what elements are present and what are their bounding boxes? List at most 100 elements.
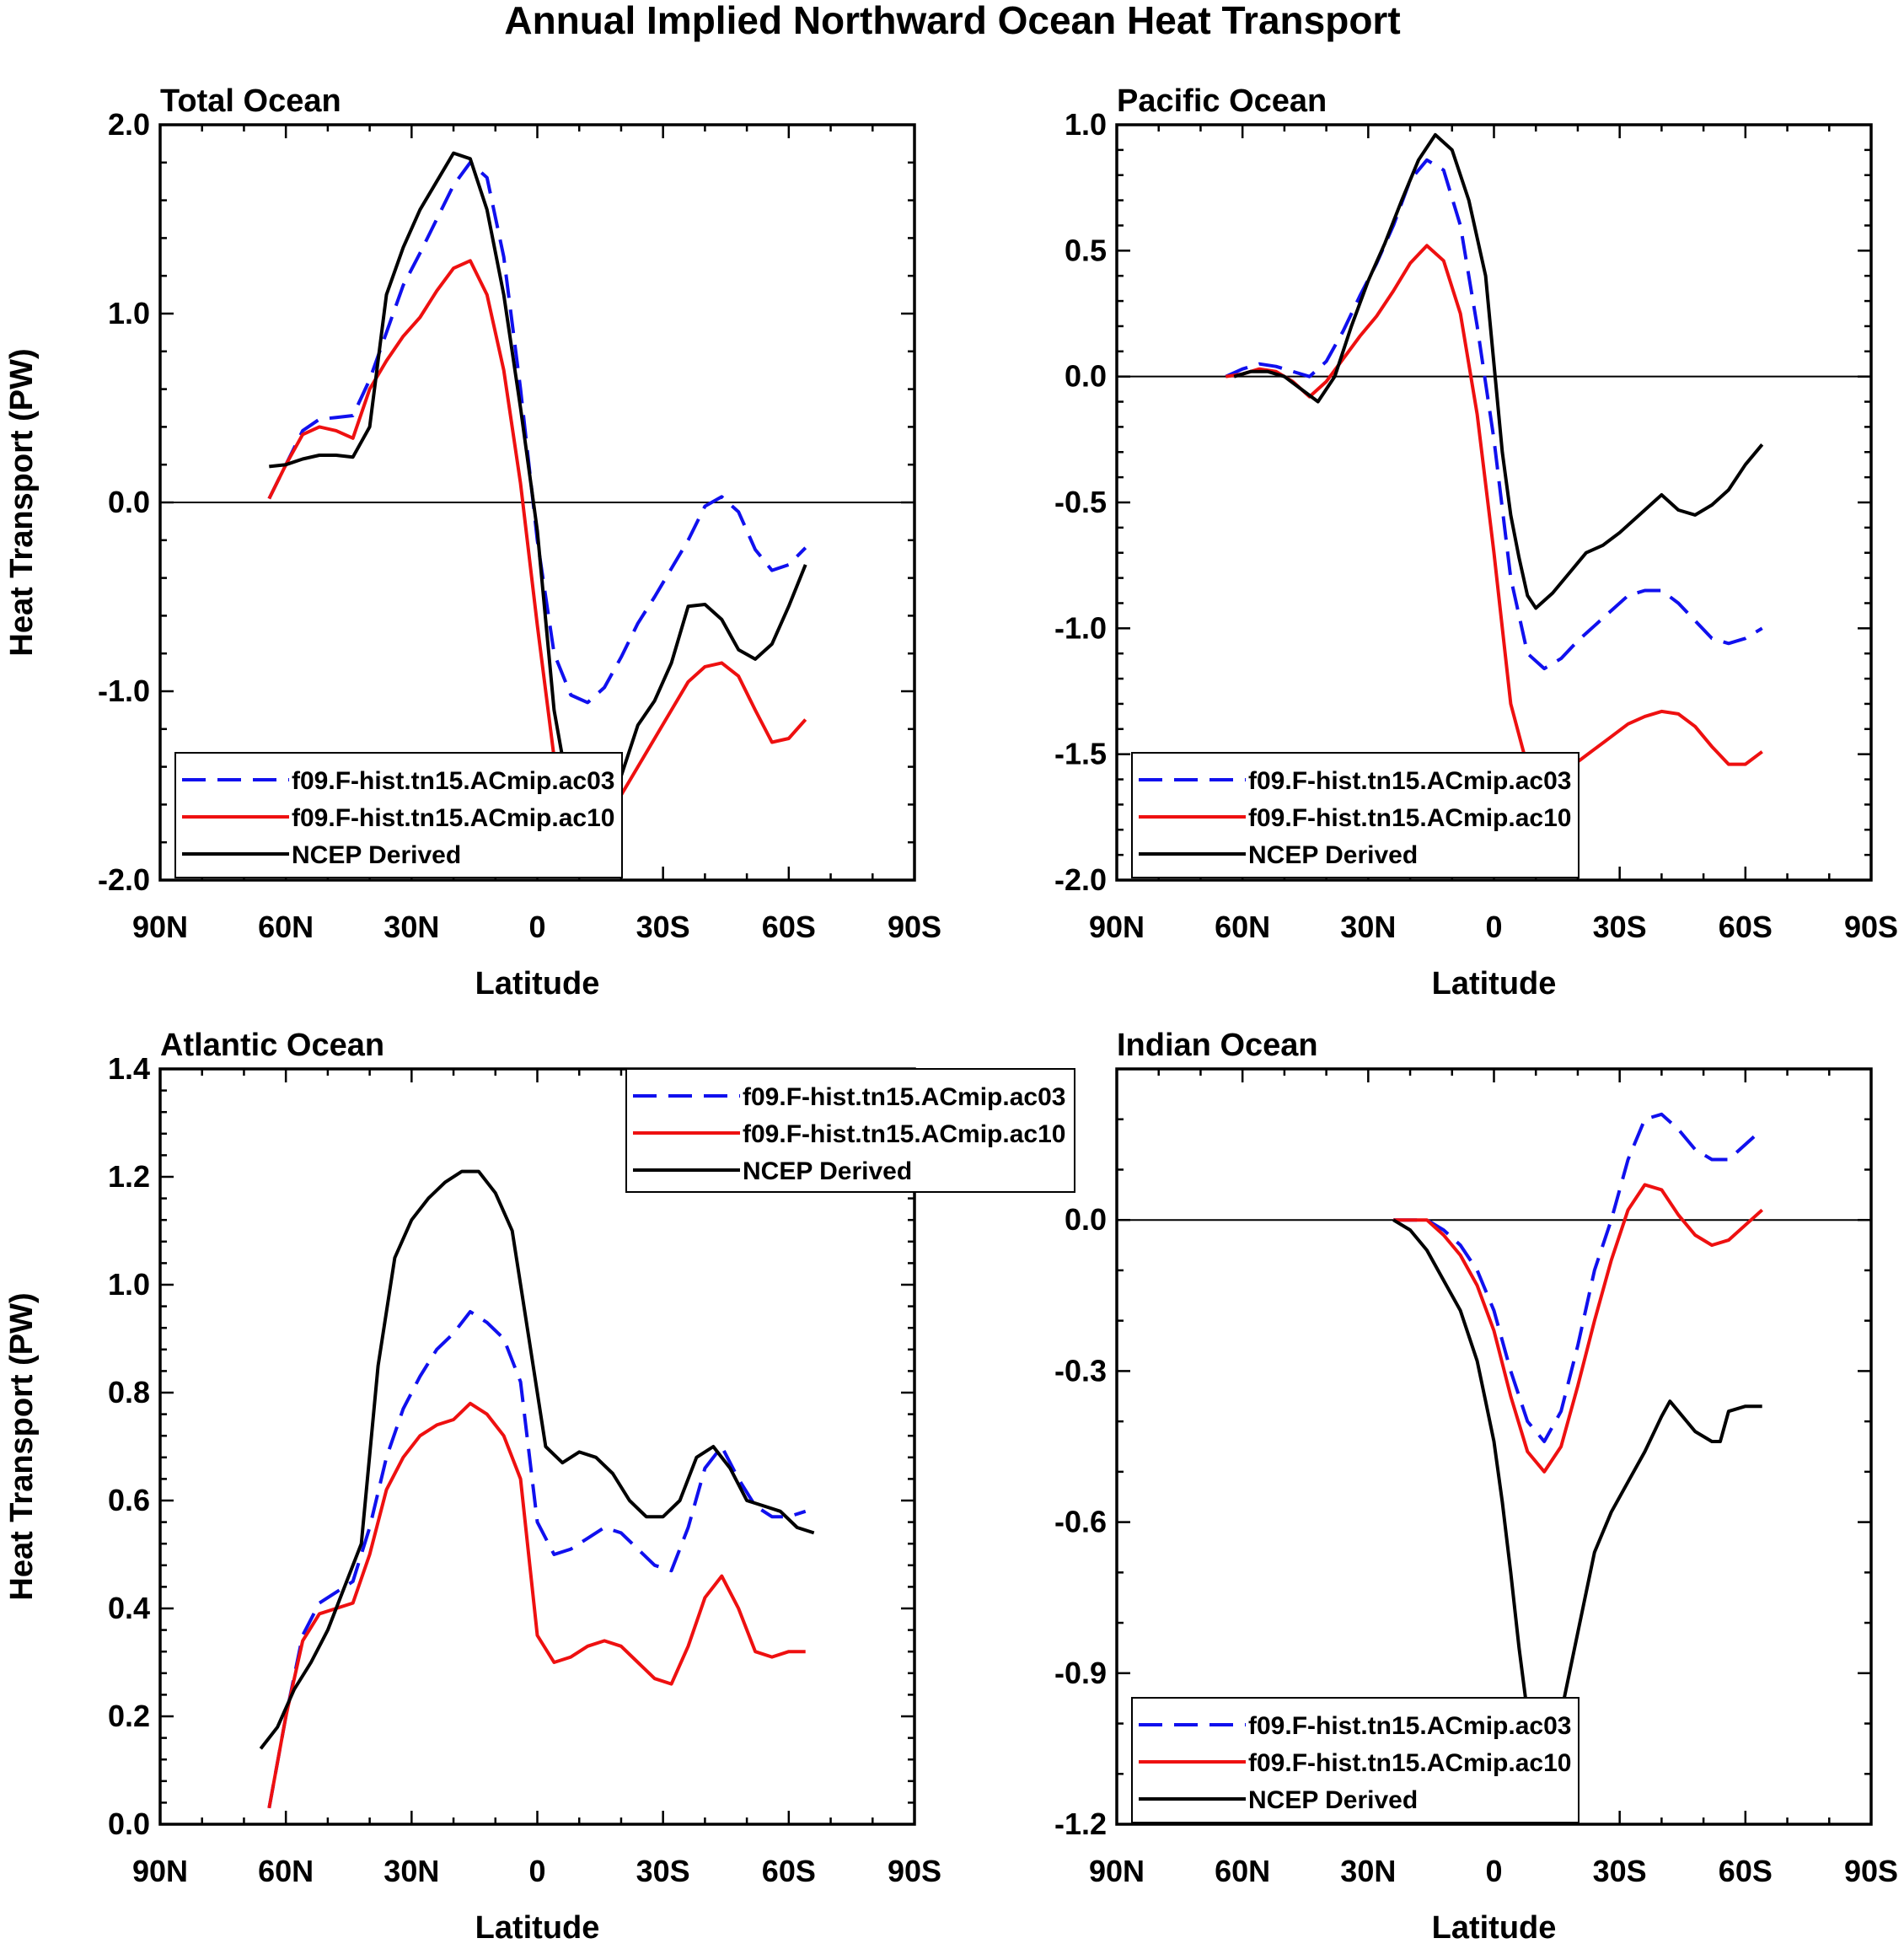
x-tick-label: 60N xyxy=(258,910,314,944)
x-tick-label: 30S xyxy=(636,910,690,944)
series-line-3 xyxy=(269,151,807,825)
y-tick-label: 2.0 xyxy=(108,107,150,142)
y-axis-label: Heat Transport (PW) xyxy=(4,1292,40,1600)
legend-label: f09.F-hist.tn15.ACmip.ac03 xyxy=(743,1083,1065,1111)
legend-label: f09.F-hist.tn15.ACmip.ac03 xyxy=(1248,767,1571,795)
x-axis-label: Latitude xyxy=(475,1910,600,1946)
panel-pacific-ocean: Pacific Ocean 90N 60N 30N 0 30S 60S 90S -2.0 -1.5… xyxy=(1054,83,1898,1001)
legend-label: NCEP Derived xyxy=(743,1157,912,1185)
x-tick-label: 60S xyxy=(762,1854,816,1888)
x-tick-label: 30S xyxy=(1593,910,1647,944)
series-line-1 xyxy=(267,1310,807,1809)
x-tick-label: 30N xyxy=(383,910,439,944)
plot-frame xyxy=(1115,123,1873,882)
y-tick-label: 0.4 xyxy=(108,1591,150,1625)
y-tick-label: 0.2 xyxy=(108,1699,150,1733)
x-tick-label: 60N xyxy=(1215,910,1270,944)
y-tick-label: 0.0 xyxy=(1065,1202,1107,1237)
series-line-2 xyxy=(1393,1183,1764,1474)
x-tick-label: 60S xyxy=(1719,910,1773,944)
legend-label: f09.F-hist.tn15.ACmip.ac10 xyxy=(1248,804,1571,832)
series-line-3 xyxy=(1233,132,1764,610)
x-tick-label: 90N xyxy=(1089,1854,1145,1888)
x-tick-label: 30N xyxy=(1340,1854,1396,1888)
x-tick-label: 0 xyxy=(1485,1854,1502,1888)
legend: f09.F-hist.tn15.ACmip.ac03 f09.F-hist.tn1… xyxy=(174,752,623,878)
legend-label: f09.F-hist.tn15.ACmip.ac10 xyxy=(292,804,614,832)
y-axis-label: Heat Transport (PW) xyxy=(4,348,40,656)
y-tick-label: -1.0 xyxy=(98,674,150,708)
legend-label: f09.F-hist.tn15.ACmip.ac10 xyxy=(743,1120,1065,1148)
y-tick-label: -0.5 xyxy=(1054,485,1107,519)
panel-atlantic-ocean: Atlantic Ocean 90N 60N 30N 0 30S 60S 90S 0.0 0.2 0… xyxy=(4,1028,1075,1946)
y-tick-label: -0.9 xyxy=(1054,1656,1107,1690)
y-tick-label: 1.0 xyxy=(108,296,150,330)
panel-total-ocean: Total Ocean 90N 60N 30N 0 30S 60S 90S -2.0 -1.0 0.… xyxy=(4,83,941,1001)
x-tick-label: 90N xyxy=(132,910,188,944)
x-tick-label: 90N xyxy=(1089,910,1145,944)
series-line-1 xyxy=(1225,158,1763,671)
y-tick-label: -0.6 xyxy=(1054,1505,1107,1539)
x-tick-label: 30N xyxy=(383,1854,439,1888)
y-tick-label: -0.3 xyxy=(1054,1353,1107,1388)
x-tick-label: 0 xyxy=(528,910,545,944)
x-tick-label: 60S xyxy=(1719,1854,1773,1888)
y-tick-label: 0.0 xyxy=(108,485,150,519)
x-tick-label: 30S xyxy=(1593,1854,1647,1888)
y-tick-label: -2.0 xyxy=(98,862,150,897)
x-tick-label: 60N xyxy=(258,1854,314,1888)
x-axis-label: Latitude xyxy=(475,966,600,1001)
panel-title: Total Ocean xyxy=(160,83,341,119)
series-line-3 xyxy=(1392,1218,1762,1756)
x-tick-label: 60N xyxy=(1215,1854,1270,1888)
legend: f09.F-hist.tn15.ACmip.ac03 f09.F-hist.tn1… xyxy=(625,1068,1075,1193)
x-axis-label: Latitude xyxy=(1432,966,1557,1001)
figure-title: Annual Implied Northward Ocean Heat Tran… xyxy=(504,0,1400,42)
plot-frame xyxy=(1115,1067,1873,1826)
series-line-2 xyxy=(267,1401,806,1809)
x-tick-label: 90S xyxy=(888,910,941,944)
panel-title: Atlantic Ocean xyxy=(160,1028,384,1063)
series-line-2 xyxy=(1226,244,1763,787)
x-axis-label: Latitude xyxy=(1432,1910,1557,1946)
series-line-1 xyxy=(1393,1112,1764,1443)
legend-label: NCEP Derived xyxy=(1248,841,1418,869)
y-tick-label: -1.5 xyxy=(1054,737,1107,771)
y-tick-label: -1.0 xyxy=(1054,610,1107,645)
x-tick-label: 90S xyxy=(1844,910,1898,944)
x-tick-label: 30S xyxy=(636,1854,690,1888)
y-tick-label: -1.2 xyxy=(1054,1807,1107,1841)
y-tick-label: 0.0 xyxy=(108,1807,150,1841)
panel-title: Pacific Ocean xyxy=(1117,83,1327,119)
y-tick-label: 0.0 xyxy=(1065,359,1107,394)
x-tick-label: 90N xyxy=(132,1854,188,1888)
series-line-3 xyxy=(259,1169,815,1750)
legend-label: NCEP Derived xyxy=(292,841,461,869)
panel-title: Indian Ocean xyxy=(1117,1028,1318,1063)
y-tick-label: 0.8 xyxy=(108,1375,150,1409)
y-tick-label: 1.4 xyxy=(108,1051,150,1086)
x-tick-label: 90S xyxy=(1844,1854,1898,1888)
x-tick-label: 0 xyxy=(1485,910,1502,944)
legend: f09.F-hist.tn15.ACmip.ac03 f09.F-hist.tn1… xyxy=(1131,1697,1580,1823)
x-tick-label: 30N xyxy=(1340,910,1396,944)
x-tick-label: 0 xyxy=(528,1854,545,1888)
x-tick-label: 90S xyxy=(888,1854,941,1888)
legend-label: f09.F-hist.tn15.ACmip.ac03 xyxy=(1248,1712,1571,1740)
y-tick-label: 0.5 xyxy=(1065,233,1107,267)
y-tick-label: 1.0 xyxy=(108,1267,150,1302)
y-tick-label: 1.2 xyxy=(108,1159,150,1194)
series-line-2 xyxy=(267,259,807,845)
legend-label: f09.F-hist.tn15.ACmip.ac10 xyxy=(1248,1749,1571,1777)
y-tick-label: 1.0 xyxy=(1065,107,1107,142)
y-tick-label: 0.6 xyxy=(108,1483,150,1517)
plot-frame xyxy=(158,123,916,882)
legend-label: f09.F-hist.tn15.ACmip.ac03 xyxy=(292,767,614,795)
legend: f09.F-hist.tn15.ACmip.ac03 f09.F-hist.tn1… xyxy=(1131,752,1580,878)
legend-label: NCEP Derived xyxy=(1248,1786,1418,1814)
panel-indian-ocean: Indian Ocean 90N 60N 30N 0 30S 60S 90S -1.2 -0.9 -… xyxy=(1054,1028,1898,1946)
y-tick-label: -2.0 xyxy=(1054,862,1107,897)
x-tick-label: 60S xyxy=(762,910,816,944)
plot-frame xyxy=(158,1067,916,1826)
